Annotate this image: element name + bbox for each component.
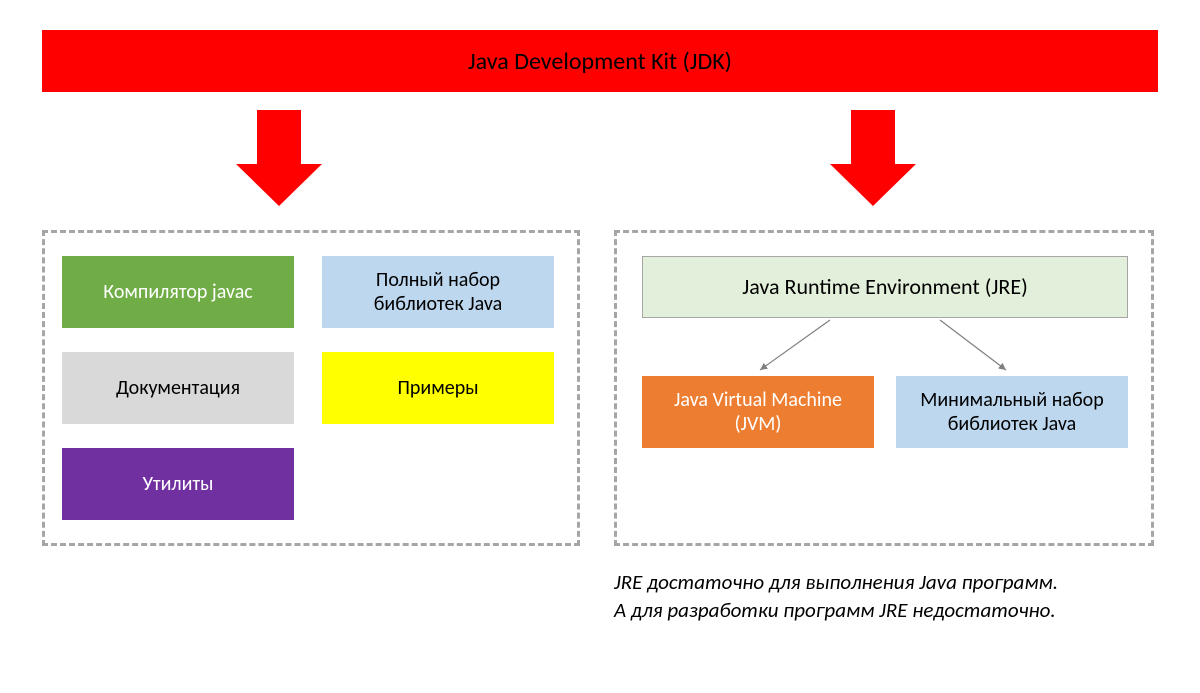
block-libs-min-label: Минимальный набор библиотек Java (904, 388, 1120, 436)
block-libs-min: Минимальный набор библиотек Java (896, 376, 1128, 448)
footer-note: JRE достаточно для выполнения Java прогр… (614, 568, 1174, 625)
block-jvm-label: Java Virtual Machine (JVM) (650, 388, 866, 436)
footer-note-line1: JRE достаточно для выполнения Java прогр… (614, 568, 1174, 596)
diagram-canvas: Java Development Kit (JDK) Компилятор ja… (0, 0, 1200, 693)
footer-note-line2: А для разработки программ JRE недостаточ… (614, 596, 1174, 624)
block-jvm: Java Virtual Machine (JVM) (642, 376, 874, 448)
